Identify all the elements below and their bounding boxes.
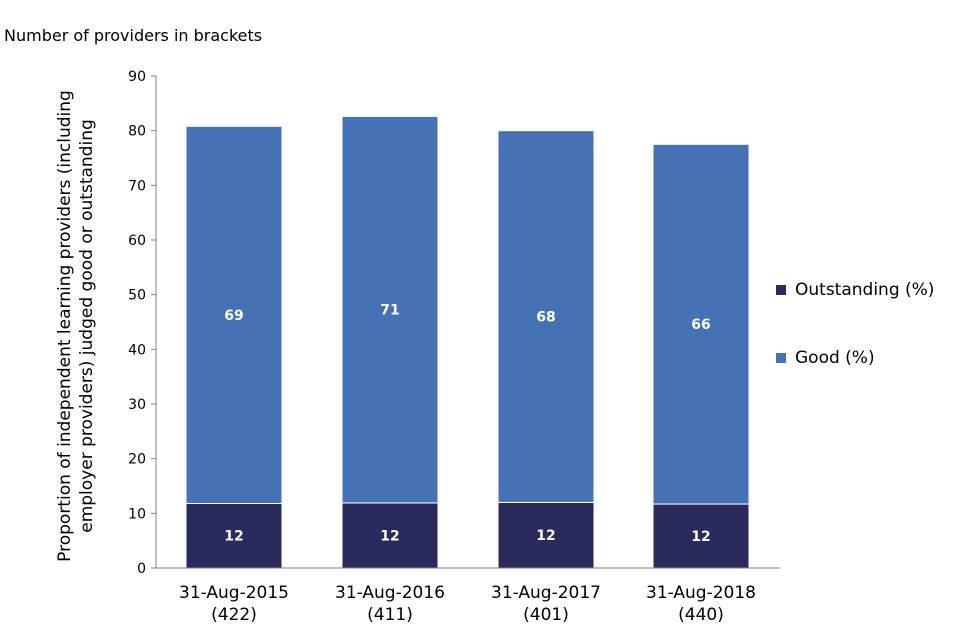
data-label: 68 xyxy=(536,310,555,326)
y-tick-label: 30 xyxy=(128,397,146,413)
y-axis-title: Proportion of independent learning provi… xyxy=(55,90,97,562)
bar-segment-good xyxy=(341,115,439,504)
data-label: 69 xyxy=(224,308,243,324)
y-tick-label: 50 xyxy=(128,288,146,304)
y-tick-label: 20 xyxy=(128,452,146,468)
legend-item-good: Good (%) xyxy=(776,348,875,368)
bar-segment-good xyxy=(185,125,283,504)
data-labels: 12 69 12 71 12 68 12 66 xyxy=(224,303,710,545)
bar-segment-good xyxy=(652,143,750,505)
y-axis-title-line-1: Proportion of independent learning provi… xyxy=(55,90,75,562)
legend-label-good: Good (%) xyxy=(795,348,875,368)
y-tick-label: 80 xyxy=(128,124,146,140)
data-label: 12 xyxy=(536,528,555,544)
bar-segment-outstanding xyxy=(652,503,750,569)
legend-swatch-good xyxy=(776,353,786,363)
x-tick-label: 31-Aug-2016 xyxy=(335,583,445,603)
bar-segment-outstanding xyxy=(341,502,439,569)
x-tick-label: (401) xyxy=(523,605,569,625)
x-tick-label: (411) xyxy=(367,605,413,625)
bars xyxy=(185,115,750,569)
y-tick-label: 10 xyxy=(128,506,146,522)
x-tick-label: 31-Aug-2018 xyxy=(646,583,756,603)
y-tick-label: 70 xyxy=(128,178,146,194)
y-axis-title-line-2: employer providers) judged good or outst… xyxy=(77,119,97,533)
y-tick-label: 90 xyxy=(128,69,146,85)
data-label: 12 xyxy=(380,528,399,544)
bar-segment-outstanding xyxy=(185,502,283,569)
legend-label-outstanding: Outstanding (%) xyxy=(795,280,935,300)
chart-subtitle: Number of providers in brackets xyxy=(4,26,263,45)
data-label: 66 xyxy=(691,317,710,333)
data-label: 12 xyxy=(224,529,243,545)
bar-segment-outstanding xyxy=(497,501,595,569)
bar-segment-good xyxy=(497,130,595,503)
x-tick-label: (440) xyxy=(678,605,724,625)
y-tick-label: 40 xyxy=(128,342,146,358)
legend-swatch-outstanding xyxy=(776,285,786,295)
data-label: 71 xyxy=(380,303,399,319)
x-tick-label: 31-Aug-2017 xyxy=(491,583,601,603)
data-label: 12 xyxy=(691,529,710,545)
y-axis: 0 10 20 30 40 50 60 70 80 90 xyxy=(128,69,157,577)
y-tick-label: 0 xyxy=(137,561,146,577)
x-axis: 31-Aug-2015(422) 31-Aug-2016(411) 31-Aug-2… xyxy=(156,567,780,625)
x-tick-label: (422) xyxy=(211,605,257,625)
x-tick-label: 31-Aug-2015 xyxy=(179,583,289,603)
legend-item-outstanding: Outstanding (%) xyxy=(776,280,934,300)
y-tick-label: 60 xyxy=(128,233,146,249)
